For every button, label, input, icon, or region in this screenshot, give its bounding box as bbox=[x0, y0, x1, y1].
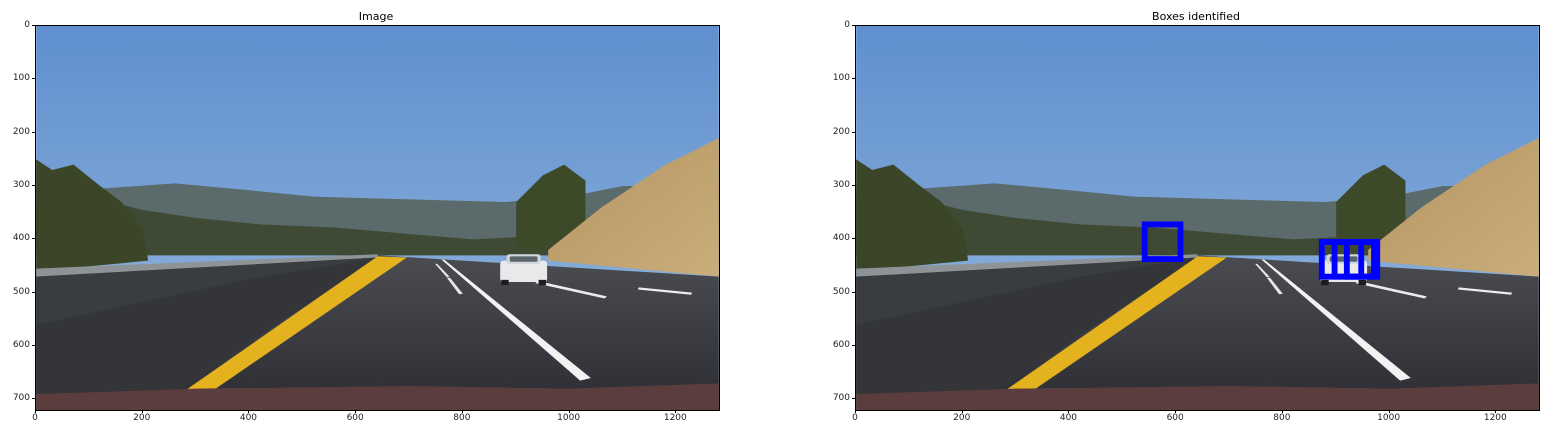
car-hood bbox=[856, 383, 1539, 410]
x-tick-mark bbox=[355, 410, 357, 413]
hillside bbox=[1368, 138, 1539, 277]
x-tick-label: 200 bbox=[133, 413, 151, 423]
y-tick-mark bbox=[852, 185, 855, 186]
x-tick-mark bbox=[248, 410, 250, 413]
y-tick-mark bbox=[852, 131, 855, 133]
y-tick-label: 0 bbox=[844, 20, 850, 30]
y-tick-label: 300 bbox=[12, 180, 30, 190]
x-tick-label: 0 bbox=[32, 413, 38, 423]
y-tick-mark bbox=[32, 78, 35, 80]
left-shoulder bbox=[856, 257, 1198, 394]
left-shoulder bbox=[36, 257, 378, 394]
y-tick-label: 700 bbox=[12, 393, 30, 404]
y-tick-label: 200 bbox=[832, 126, 850, 137]
x-tick-mark bbox=[1175, 410, 1177, 413]
right-panel: Boxes identified bbox=[820, 0, 1553, 444]
x-tick-label: 400 bbox=[239, 413, 258, 423]
y-tick-label: 0 bbox=[24, 20, 30, 30]
y-tick-mark bbox=[852, 398, 855, 400]
car-hood bbox=[36, 383, 719, 410]
y-tick-label: 500 bbox=[12, 286, 30, 297]
y-tick-mark bbox=[32, 238, 35, 240]
y-tick-label: 400 bbox=[12, 233, 30, 244]
detection-box bbox=[1343, 239, 1381, 280]
y-tick-mark bbox=[32, 291, 35, 293]
x-tick-label: 800 bbox=[453, 413, 471, 423]
x-tick-mark bbox=[141, 410, 143, 413]
road-scene-image bbox=[36, 26, 719, 410]
x-tick-mark bbox=[1495, 410, 1497, 413]
barrier-top bbox=[36, 254, 378, 277]
tree-line bbox=[36, 194, 570, 256]
right-panel-title: Boxes identified bbox=[1152, 10, 1240, 23]
x-tick-mark bbox=[675, 410, 677, 413]
y-tick-label: 700 bbox=[832, 393, 850, 404]
concrete-barrier bbox=[856, 257, 1198, 325]
y-tick-label: 600 bbox=[12, 340, 30, 350]
x-tick-mark bbox=[1388, 410, 1390, 413]
y-tick-mark bbox=[852, 345, 855, 346]
y-tick-mark bbox=[852, 25, 855, 26]
road-scene-with-boxes-image bbox=[856, 26, 1539, 410]
y-tick-mark bbox=[32, 25, 35, 26]
y-tick-mark bbox=[852, 238, 855, 240]
x-tick-label: 1000 bbox=[1377, 413, 1401, 423]
tree-line bbox=[856, 194, 1390, 256]
left-image-frame bbox=[35, 25, 720, 411]
x-tick-label: 0 bbox=[852, 413, 858, 423]
x-tick-mark bbox=[855, 410, 856, 413]
y-tick-mark bbox=[852, 291, 855, 293]
y-tick-mark bbox=[32, 345, 35, 346]
y-tick-label: 100 bbox=[12, 73, 30, 84]
x-tick-label: 200 bbox=[953, 413, 971, 423]
left-trees bbox=[856, 159, 969, 272]
y-tick-mark bbox=[32, 398, 35, 400]
yellow-lane-line bbox=[180, 256, 407, 394]
x-tick-label: 400 bbox=[1059, 413, 1078, 423]
white-car bbox=[500, 254, 548, 286]
barrier-top bbox=[856, 254, 1198, 277]
x-tick-mark bbox=[961, 410, 963, 413]
y-tick-label: 300 bbox=[832, 180, 850, 190]
x-tick-label: 1200 bbox=[1483, 413, 1507, 423]
left-trees bbox=[36, 159, 149, 272]
y-tick-label: 500 bbox=[832, 286, 850, 297]
yellow-lane-line bbox=[1000, 256, 1227, 394]
x-tick-mark bbox=[568, 410, 570, 413]
y-tick-mark bbox=[32, 185, 35, 186]
x-tick-label: 600 bbox=[346, 413, 364, 423]
concrete-barrier bbox=[36, 257, 378, 325]
x-tick-mark bbox=[35, 410, 36, 413]
white-lane-line bbox=[1261, 259, 1411, 381]
right-trees bbox=[516, 164, 586, 250]
white-lane-line bbox=[441, 259, 591, 381]
x-tick-mark bbox=[1068, 410, 1070, 413]
y-tick-label: 400 bbox=[832, 233, 850, 244]
y-tick-mark bbox=[32, 131, 35, 133]
y-tick-mark bbox=[852, 78, 855, 80]
x-tick-label: 600 bbox=[1166, 413, 1184, 423]
x-tick-label: 800 bbox=[1273, 413, 1291, 423]
y-tick-label: 600 bbox=[832, 340, 850, 350]
right-trees bbox=[1336, 164, 1406, 250]
hillside bbox=[548, 138, 719, 277]
y-tick-label: 200 bbox=[12, 126, 30, 137]
right-image-frame bbox=[855, 25, 1540, 411]
left-panel: Image 0 200 400 600 8 bbox=[0, 0, 740, 444]
x-tick-label: 1000 bbox=[557, 413, 581, 423]
x-tick-mark bbox=[461, 410, 463, 413]
detection-box bbox=[1141, 221, 1184, 262]
x-tick-mark bbox=[1281, 410, 1283, 413]
x-tick-label: 1200 bbox=[663, 413, 687, 423]
y-tick-label: 100 bbox=[832, 73, 850, 84]
left-panel-title: Image bbox=[358, 10, 394, 23]
